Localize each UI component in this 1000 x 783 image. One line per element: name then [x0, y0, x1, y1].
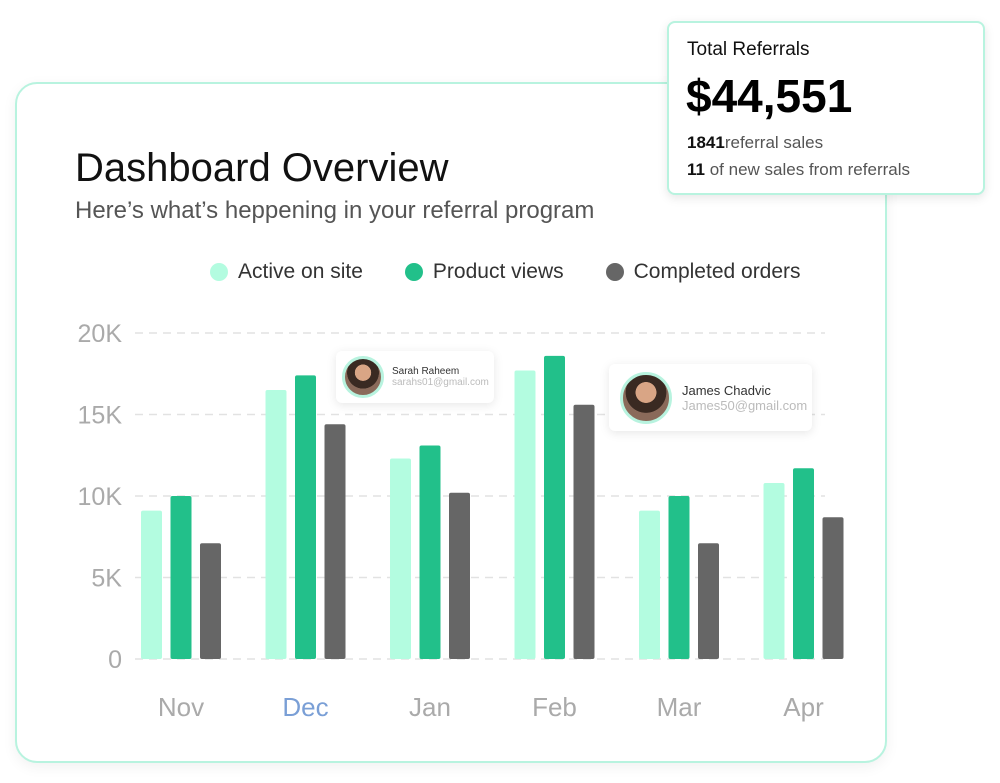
- user-email: sarahs01@gmail.com: [392, 377, 489, 388]
- new-label: of new sales from referrals: [704, 160, 910, 179]
- legend-label: Active on site: [238, 260, 363, 283]
- x-tick-label: Jan: [409, 692, 451, 722]
- bar-feb-1: [544, 355, 565, 659]
- y-tick-label: 0: [108, 646, 122, 674]
- chart-legend: Active on site Product views Completed o…: [210, 260, 801, 284]
- y-tick-label: 5K: [91, 565, 122, 593]
- new-count: 11: [687, 160, 705, 179]
- referrals-amount: $44,551: [686, 70, 853, 122]
- bar-dec-1: [295, 375, 316, 659]
- legend-item-views[interactable]: Product views: [404, 260, 564, 284]
- bar-nov-2: [200, 543, 221, 659]
- legend-item-active[interactable]: Active on site: [210, 260, 363, 284]
- bar-mar-0: [639, 510, 660, 659]
- x-tick-label: Feb: [532, 692, 577, 722]
- legend-item-orders[interactable]: Completed orders: [605, 260, 801, 284]
- legend-dot-icon: [404, 263, 423, 281]
- bar-dec-0: [265, 390, 287, 659]
- page-title: Dashboard Overview: [75, 146, 449, 190]
- legend-label: Product views: [432, 260, 564, 283]
- user-card-sarah[interactable]: Sarah Raheem sarahs01@gmail.com: [336, 351, 494, 403]
- bar-dec-2: [324, 424, 346, 659]
- legend-dot-icon: [210, 263, 228, 281]
- page-subtitle: Here’s what’s heppening in your referral…: [75, 197, 595, 224]
- y-tick-label: 10K: [78, 483, 123, 511]
- sales-label: referral sales: [724, 133, 824, 152]
- y-tick-label: 20K: [78, 320, 123, 348]
- bar-jan-1: [419, 445, 441, 659]
- bar-feb-0: [514, 370, 536, 659]
- sales-count: 1841: [687, 133, 725, 152]
- bar-mar-1: [668, 496, 690, 659]
- bar-nov-1: [170, 496, 192, 659]
- avatar-icon: [342, 356, 384, 398]
- legend-dot-icon: [605, 263, 624, 281]
- bar-apr-2: [822, 517, 844, 659]
- bar-jan-2: [449, 492, 470, 659]
- x-tick-label: Mar: [657, 692, 702, 722]
- user-email: James50@gmail.com: [682, 397, 808, 413]
- bar-feb-2: [573, 404, 595, 659]
- bar-mar-2: [698, 543, 719, 659]
- total-referrals-card: Total Referrals $44,551 1841referral sal…: [667, 21, 985, 195]
- x-tick-label: Apr: [783, 692, 824, 722]
- avatar-icon: [620, 371, 672, 424]
- y-tick-label: 15K: [78, 402, 123, 430]
- user-name: James Chadvic: [682, 382, 771, 398]
- referrals-title: Total Referrals: [687, 39, 810, 60]
- bar-nov-0: [141, 510, 162, 659]
- legend-label: Completed orders: [633, 260, 801, 283]
- x-tick-label: Dec: [282, 692, 328, 722]
- bar-apr-0: [763, 482, 785, 659]
- x-tick-label: Nov: [158, 692, 204, 722]
- user-card-james[interactable]: James Chadvic James50@gmail.com: [609, 364, 812, 431]
- user-name: Sarah Raheem: [392, 366, 460, 377]
- bar-jan-0: [390, 458, 411, 659]
- bar-apr-1: [793, 468, 814, 659]
